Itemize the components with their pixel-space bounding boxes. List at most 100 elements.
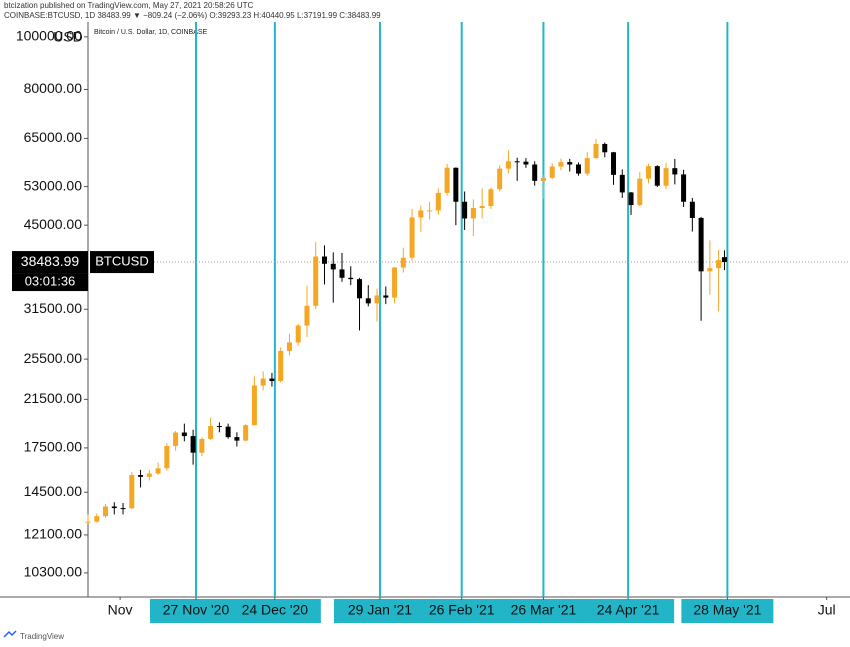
x-tick-label: 26 Feb '21 xyxy=(429,602,495,618)
candle-body xyxy=(540,177,546,181)
currency-label: USD xyxy=(53,29,83,45)
candle-body xyxy=(619,174,625,193)
candle-body xyxy=(584,158,590,174)
candle-body xyxy=(260,378,266,386)
candle-body xyxy=(225,426,231,438)
x-tick-label: Jul xyxy=(818,602,836,618)
candle-body xyxy=(479,206,485,208)
candle-body xyxy=(339,269,345,278)
candle-body xyxy=(453,167,459,202)
candle-body xyxy=(567,162,573,165)
candle-body xyxy=(663,168,669,186)
candle-body xyxy=(558,162,564,167)
y-tick-label: 14500.00 xyxy=(24,483,83,499)
x-tick-label: 29 Jan '21 xyxy=(348,602,412,618)
candle-body xyxy=(505,161,511,169)
candle-body xyxy=(698,217,704,272)
candle-body xyxy=(654,166,660,186)
brand-name: TradingView xyxy=(20,632,64,641)
candle-body xyxy=(444,167,450,193)
y-tick-label: 53000.00 xyxy=(24,177,83,193)
candle-body xyxy=(418,210,424,218)
y-tick-label: 25500.00 xyxy=(24,350,83,366)
candle-body xyxy=(721,257,727,263)
candle-body xyxy=(611,152,617,175)
candle-body xyxy=(575,164,581,174)
y-tick-label: 65000.00 xyxy=(24,129,83,145)
x-tick-highlight xyxy=(150,599,243,623)
symbol-box xyxy=(90,251,154,274)
candle-body xyxy=(400,257,406,268)
countdown-label: 03:01:36 xyxy=(25,273,76,288)
candle-body xyxy=(199,438,205,453)
candle-body xyxy=(321,256,327,264)
candle-body xyxy=(488,189,494,207)
candle-body xyxy=(392,267,398,298)
candle-body xyxy=(549,166,555,178)
candle-body xyxy=(514,161,520,163)
candle-body xyxy=(243,425,249,441)
candle-body xyxy=(120,508,126,510)
candle-body xyxy=(190,436,196,453)
x-tick-highlight xyxy=(681,599,774,623)
x-tick-highlight xyxy=(582,599,675,623)
candle-body xyxy=(251,385,257,426)
candle-body xyxy=(173,432,179,446)
y-tick-label: 80000.00 xyxy=(24,80,83,96)
candle-body xyxy=(383,295,389,298)
candle-body xyxy=(374,295,380,304)
candle-body xyxy=(164,445,170,469)
candle-body xyxy=(689,201,695,218)
y-tick-label: 31500.00 xyxy=(24,300,83,316)
candle-body xyxy=(523,161,529,165)
candle-body xyxy=(707,268,713,272)
candle-body xyxy=(295,325,301,343)
candle-body xyxy=(85,521,91,523)
candle-body xyxy=(628,192,634,206)
candle-body xyxy=(138,475,144,477)
candle-body xyxy=(365,298,371,304)
candle-body xyxy=(208,426,214,439)
countdown-box xyxy=(12,273,88,292)
candle-body xyxy=(435,192,441,211)
candle-body xyxy=(286,342,292,351)
y-tick-label: 17500.00 xyxy=(24,439,83,455)
candle-body xyxy=(470,207,476,219)
x-tick-highlight xyxy=(333,599,426,623)
candle-body xyxy=(129,475,135,509)
candle-body xyxy=(313,256,319,306)
candle-body xyxy=(716,260,722,269)
y-tick-label: 45000.00 xyxy=(24,216,83,232)
candle-body xyxy=(348,277,354,280)
x-tick-highlight xyxy=(415,599,508,623)
x-tick-highlight xyxy=(497,599,590,623)
candle-body xyxy=(216,426,222,428)
candle-body xyxy=(330,263,336,270)
y-tick-label: 100000.00 xyxy=(16,28,82,44)
publisher-line: btcization published on TradingView.com,… xyxy=(4,1,254,10)
candle-body xyxy=(462,201,468,219)
symbol-label: BTCUSD xyxy=(95,253,148,268)
candle-body xyxy=(234,437,240,441)
candle-body xyxy=(146,473,152,477)
y-tick-label: 21500.00 xyxy=(24,390,83,406)
candle-body xyxy=(357,279,363,299)
brand-logo xyxy=(3,630,17,638)
x-tick-label: 28 May '21 xyxy=(693,602,761,618)
candle-body xyxy=(427,210,433,212)
symbol-line: COINBASE:BTCUSD, 1D 38483.99 ▼ −809.24 (… xyxy=(4,11,381,20)
chart-title: Bitcoin / U.S. Dollar, 1D, COINBASE xyxy=(94,29,208,36)
candle-body xyxy=(155,468,161,474)
candle-body xyxy=(94,516,100,522)
candle-body xyxy=(602,143,608,153)
candle-body xyxy=(532,164,538,181)
x-tick-label: Nov xyxy=(108,602,133,618)
candle-body xyxy=(409,217,415,258)
x-tick-label: 27 Nov '20 xyxy=(163,602,230,618)
candle-body xyxy=(269,378,275,382)
candle-body xyxy=(304,305,310,326)
candle-body xyxy=(646,166,652,179)
candle-body xyxy=(681,174,687,202)
